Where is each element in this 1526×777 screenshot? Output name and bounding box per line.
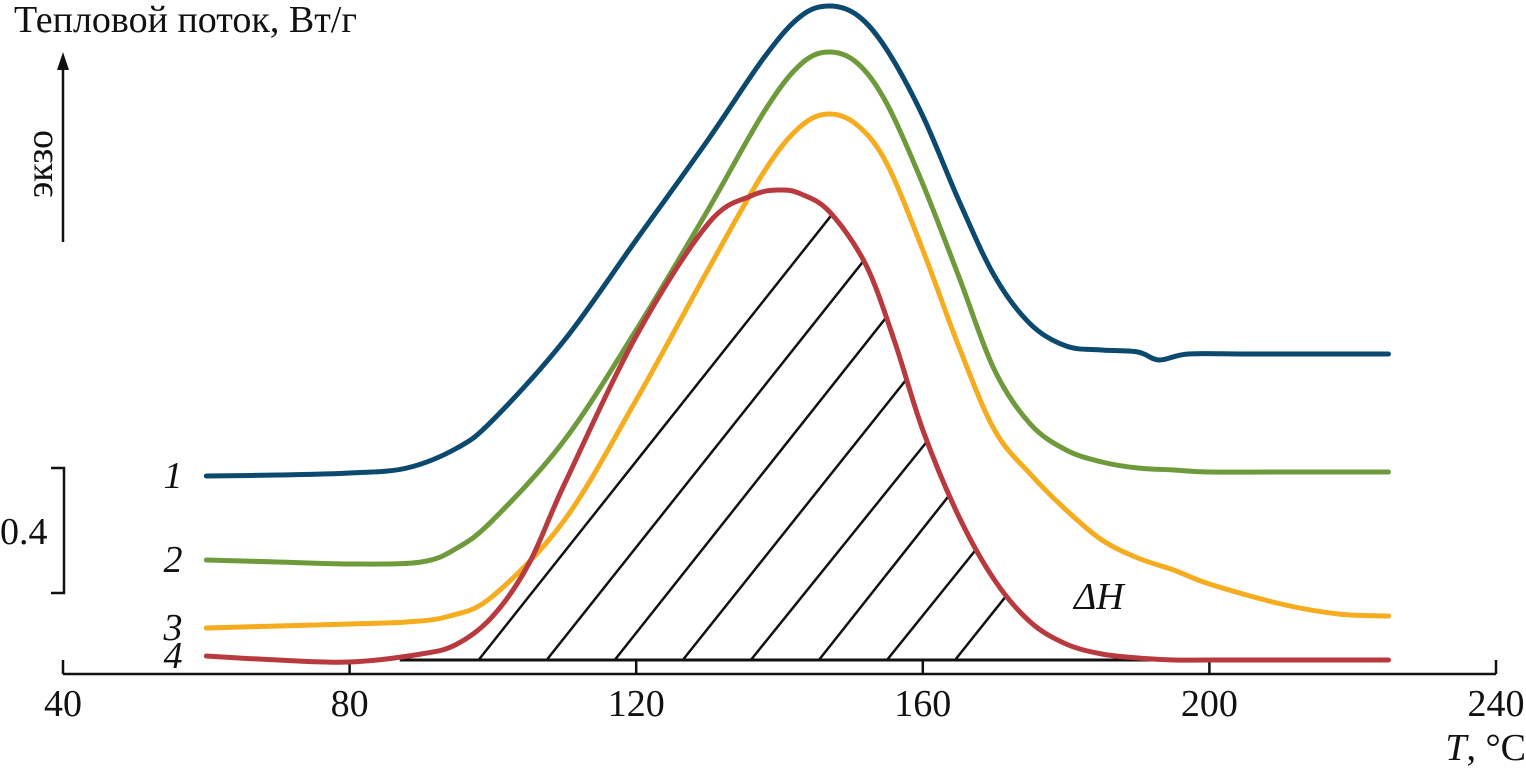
x-tick-label-160: 160 bbox=[894, 683, 951, 725]
scale-bar bbox=[51, 466, 66, 595]
hatch-line bbox=[817, 493, 951, 661]
exo-arrow-head bbox=[57, 52, 69, 70]
scale-bar-label: 0.4 bbox=[0, 511, 48, 553]
enthalpy-hatching bbox=[477, 214, 1009, 661]
curve-4 bbox=[203, 187, 1391, 665]
enthalpy-label: ΔH bbox=[1072, 576, 1126, 618]
x-axis-label: T, °C bbox=[1445, 727, 1526, 769]
hatch-line bbox=[545, 260, 865, 661]
x-tick-label-120: 120 bbox=[608, 683, 665, 725]
curves bbox=[203, 3, 1391, 665]
x-tick-label-240: 240 bbox=[1468, 683, 1525, 725]
curve-label-4: 4 bbox=[164, 635, 183, 677]
hatch-line bbox=[681, 378, 908, 661]
x-axis-variable: T bbox=[1445, 727, 1469, 769]
hatch-line bbox=[886, 547, 978, 661]
hatch-line bbox=[613, 317, 887, 661]
curve-1 bbox=[203, 3, 1391, 479]
curve-label-3: 3 bbox=[163, 607, 183, 649]
x-tick-label-40: 40 bbox=[44, 683, 82, 725]
y-axis-label: Тепловой поток, Вт/г bbox=[14, 0, 357, 41]
curve-label-1: 1 bbox=[164, 455, 183, 497]
x-tick-label-80: 80 bbox=[331, 683, 369, 725]
curve-2 bbox=[203, 49, 1391, 567]
hatch-line bbox=[954, 594, 1009, 661]
x-ticks: 40 80 120 160 200 240 bbox=[44, 660, 1525, 725]
hatch-line bbox=[749, 440, 929, 661]
curve-3 bbox=[203, 111, 1391, 631]
x-tick-label-200: 200 bbox=[1181, 683, 1238, 725]
x-axis-unit: , °C bbox=[1466, 727, 1526, 769]
curve-labels: 1 2 34 bbox=[163, 455, 183, 677]
exo-label: экзо bbox=[19, 130, 61, 198]
curve-label-2: 2 bbox=[164, 539, 183, 581]
hatch-line bbox=[477, 214, 833, 661]
